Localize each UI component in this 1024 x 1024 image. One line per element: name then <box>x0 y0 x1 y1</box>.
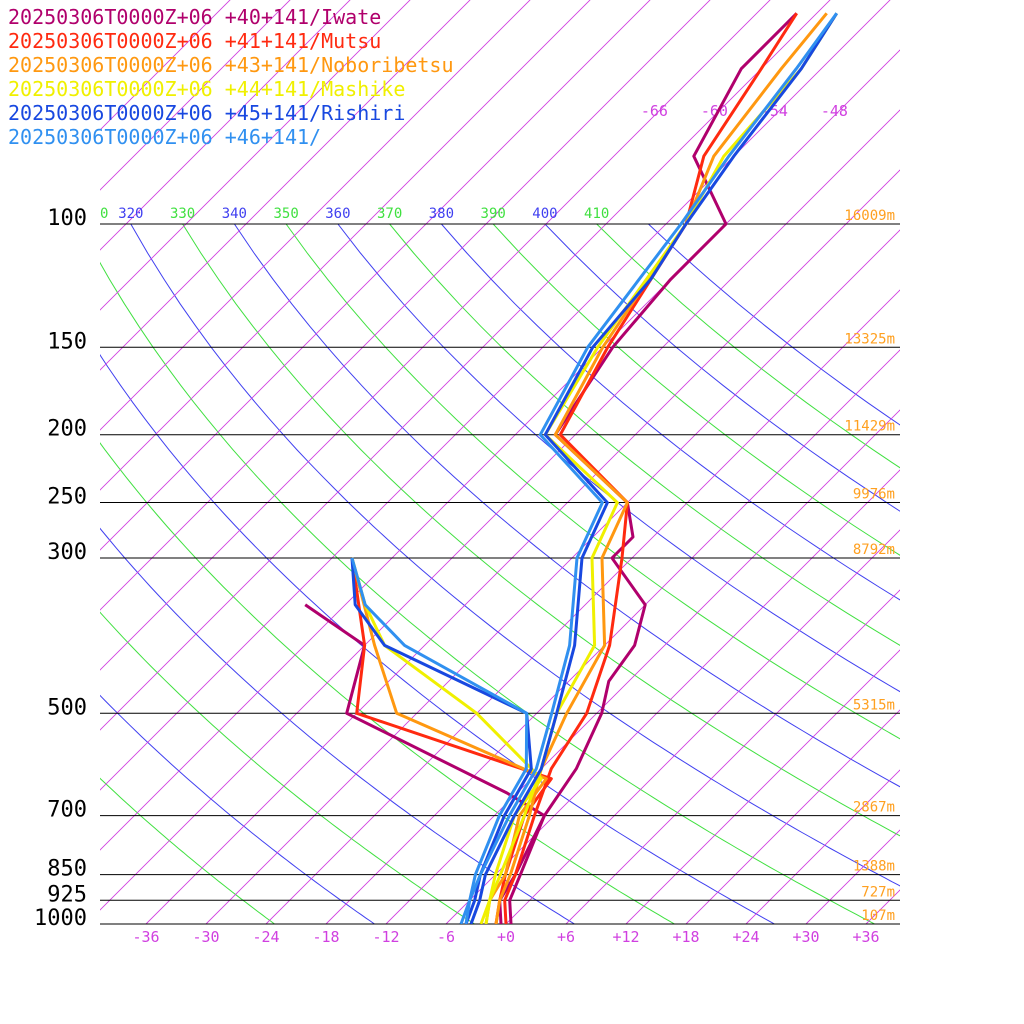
pressure-label: 1000 <box>34 906 87 931</box>
sounding-profiles <box>304 12 838 924</box>
isotherm-line <box>100 0 351 251</box>
x-tick-label: -12 <box>372 928 399 946</box>
pressure-label: 500 <box>47 695 87 720</box>
theta-label: 410 <box>584 206 609 222</box>
isotherm-line <box>205 229 900 924</box>
pressure-levels: 100 16009m 150 13325m 200 11429m 250 9976m 300 87… <box>34 206 900 931</box>
height-label: 2867m <box>853 800 895 816</box>
legend-entry: 20250306T0000Z+06 +46+141/ <box>8 125 321 149</box>
dewpoint-profile-line <box>350 557 533 924</box>
x-tick-label: +6 <box>557 928 575 946</box>
theta-label: 400 <box>532 206 557 222</box>
pressure-label: 850 <box>47 857 87 882</box>
dewpoint-profile-line <box>350 557 543 924</box>
temperature-profile-line <box>469 12 838 924</box>
height-label: 8792m <box>853 542 895 558</box>
theta-label: 320 <box>118 206 143 222</box>
legend-entry: 20250306T0000Z+06 +44+141/Mashike <box>8 77 405 101</box>
theta-label: 390 <box>481 206 506 222</box>
height-label: 9976m <box>853 487 895 503</box>
theta-label: 360 <box>325 206 350 222</box>
pressure-label: 100 <box>47 206 87 231</box>
x-tick-label: +0 <box>497 928 515 946</box>
x-axis-ticks: -36 -30 -24 -18 -12 -6 +0 +6 +12 +18 +24 +30 +36 <box>132 928 879 946</box>
isotherm-line <box>100 0 231 131</box>
isotherm-line <box>865 889 900 924</box>
height-label: 13325m <box>844 331 895 347</box>
isotherm-top-label: -48 <box>821 102 848 120</box>
pressure-label: 300 <box>47 540 87 565</box>
x-tick-label: +30 <box>792 928 819 946</box>
pressure-label: 200 <box>47 417 87 442</box>
x-tick-label: +12 <box>612 928 639 946</box>
temperature-profile-line <box>464 12 838 924</box>
height-label: 11429m <box>844 419 895 435</box>
x-tick-label: +18 <box>672 928 699 946</box>
theta-label: 340 <box>222 206 247 222</box>
isotherm-line <box>685 709 900 924</box>
temperature-profile-line <box>494 12 828 924</box>
legend: 20250306T0000Z+06 +40+141/Iwate20250306T… <box>8 5 454 149</box>
dewpoint-profile-line <box>350 557 529 924</box>
dry-adiabat-line <box>596 224 900 469</box>
height-label: 16009m <box>844 208 895 224</box>
pressure-label: 250 <box>47 485 87 510</box>
dry-adiabat-line <box>130 224 900 887</box>
x-tick-label: -30 <box>192 928 219 946</box>
theta-labels: 0 320 330 340 350 360 370 380 390 400 410 <box>100 206 609 222</box>
isotherm-line <box>325 349 900 924</box>
isotherm-line <box>100 0 411 311</box>
legend-entry: 20250306T0000Z+06 +45+141/Rishiri <box>8 101 405 125</box>
legend-entry: 20250306T0000Z+06 +41+141/Mutsu <box>8 29 381 53</box>
height-label: 5315m <box>853 697 895 713</box>
legend-entry: 20250306T0000Z+06 +43+141/Noboribetsu <box>8 53 454 77</box>
isotherm-line <box>625 649 900 924</box>
theta-label: 380 <box>429 206 454 222</box>
dry-adiabat-line <box>648 224 900 426</box>
height-label: 727m <box>861 884 895 900</box>
x-tick-label: -18 <box>312 928 339 946</box>
isotherm-line <box>805 829 900 924</box>
isotherm-line <box>100 0 471 371</box>
isotherm-line <box>100 0 531 431</box>
legend-entry: 20250306T0000Z+06 +40+141/Iwate <box>8 5 381 29</box>
x-tick-label: -6 <box>437 928 455 946</box>
temperature-profile-line <box>508 12 798 924</box>
x-tick-label: -36 <box>132 928 159 946</box>
theta-label: 0 <box>100 206 108 222</box>
isotherm-line <box>505 529 900 924</box>
temperature-profile-line <box>503 12 798 924</box>
dry-adiabat-line <box>389 224 900 646</box>
dry-adiabat-line <box>492 224 900 556</box>
pressure-label: 925 <box>47 882 87 907</box>
x-tick-label: +36 <box>852 928 879 946</box>
isotherm-line <box>445 469 900 924</box>
x-tick-label: +24 <box>732 928 759 946</box>
pressure-label: 150 <box>47 329 87 354</box>
height-label: 1388m <box>853 859 895 875</box>
dry-adiabat-line <box>100 442 675 924</box>
pressure-label: 700 <box>47 798 87 823</box>
theta-label: 370 <box>377 206 402 222</box>
isotherm-line <box>100 0 291 191</box>
x-tick-label: -24 <box>252 928 279 946</box>
isotherm-line <box>565 589 900 924</box>
isotherm-top-label: -66 <box>641 102 668 120</box>
theta-label: 330 <box>170 206 195 222</box>
theta-label: 350 <box>273 206 298 222</box>
height-label: 107m <box>861 908 895 924</box>
dry-adiabat-line <box>100 777 275 924</box>
